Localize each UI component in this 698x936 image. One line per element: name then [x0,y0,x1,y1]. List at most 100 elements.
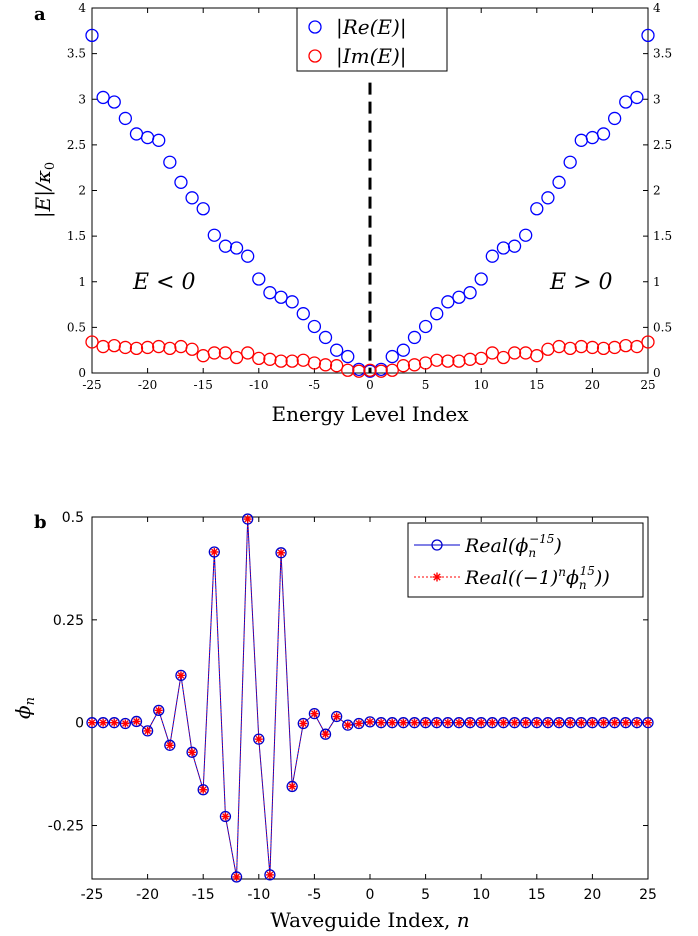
phi-neg-point [119,717,132,730]
y-tick-label: 0 [75,716,84,732]
phi-pos-point [477,718,486,727]
re-point [140,130,155,145]
phi-pos-point [543,718,552,727]
phi-neg-point [508,717,521,729]
phi-pos-point [410,718,419,727]
im-point [241,346,255,360]
phi-neg-point [620,717,632,729]
re-point [552,175,566,189]
im-point [296,353,310,367]
re-point [385,349,399,364]
re-point [530,202,544,216]
phi-pos-point [599,718,608,727]
phi-pos-point [644,718,652,727]
phi-pos-point [99,718,108,727]
re-point [296,307,310,321]
y-tick-label-right: 2.5 [653,138,672,152]
im-point [196,349,210,363]
phi-neg-point [453,717,465,729]
legend-im-marker [308,49,322,63]
phi-neg-point [86,717,98,729]
y-tick-label-right: 4 [653,1,661,15]
phi-neg-point [608,717,621,729]
re-point [318,330,333,345]
im-point [507,346,522,360]
re-point [252,272,266,286]
phi-neg-point [308,707,321,720]
re-point [207,228,221,242]
phi-pos-point [321,730,330,739]
re-point [174,175,188,189]
im-point [85,335,99,349]
phi-neg-point [375,717,387,729]
x-tick-label: 5 [422,378,430,392]
legend-phi-neg-tail: ) [553,535,561,557]
phi-neg-point [464,717,476,729]
y-tick-label-right: 1 [653,275,661,289]
panel-a-x-axis-label: Energy Level Index [271,402,469,426]
x-tick-label: -5 [309,378,321,392]
re-point [441,295,455,309]
phi-pos-point [332,712,341,721]
phi-pos-point [510,718,519,727]
phi-pos-point [110,718,119,727]
re-point [496,241,511,255]
phi-pos-point [466,718,475,727]
y-tick-label-right: 2 [653,184,661,198]
legend-phi-neg-label: Real(ϕn−15) [464,532,562,560]
y-tick-label: 0.25 [53,613,84,629]
phi-pos-point [176,671,185,680]
phi-pos-point [221,812,230,821]
x-tick-label: 15 [529,378,544,392]
phi-pos-point [443,718,452,727]
legend-im-label: |Im(E)| [336,44,407,69]
im-point [396,359,411,373]
phi-neg-point [275,547,287,559]
x-tick-label: 20 [583,887,601,903]
phi-neg-point [386,717,398,729]
x-tick-label: -20 [138,378,157,392]
re-point [507,239,522,253]
im-point [441,354,455,368]
phi-neg-point [108,717,120,729]
im-point [274,354,288,368]
panel-a-y-axis-label: |E|/κ0 [31,162,58,218]
x-tick-label: 5 [421,887,430,903]
im-point [496,350,511,365]
phi-neg-point [242,513,254,525]
y-tick-label-left: 4 [78,1,86,15]
im-point [263,352,277,366]
im-point [552,339,566,354]
y-tick-label-right: 0 [653,366,661,380]
y-tick-label-left: 3 [78,92,86,106]
re-point [596,127,611,141]
re-point [129,127,144,141]
im-point [619,338,633,353]
phi-neg-point [97,717,109,729]
phi-pos-point [377,718,386,727]
x-axis-label-text: Waveguide Index, [270,908,456,932]
legend-phi-neg-sup: −15 [529,532,554,546]
phi-pos-point [132,717,141,726]
phi-neg-point [442,717,454,729]
phi-pos-point [499,718,508,727]
y-axis-label-main: |E|/κ [31,170,56,218]
legend-phi-pos-sup1: n [558,565,566,579]
re-point [118,111,133,126]
panel-b-ticks: -25 -20 -15 -10 -5 0 5 10 15 20 25 -0.25 0 0.25 0.5 [48,510,657,903]
phi-neg-point [497,717,510,729]
x-tick-label: -25 [82,378,101,392]
panel-b-y-axis-label: ϕn [11,697,38,719]
re-point [474,272,488,286]
im-point [374,364,388,378]
phi-pos-point [454,718,463,727]
im-point [519,346,533,360]
im-point [118,340,133,355]
annotation-negative-energy: E < 0 [132,270,195,295]
phi-neg-point [164,739,176,751]
re-point [463,286,477,300]
x-tick-label: 10 [472,887,490,903]
y-tick-label-left: 3.5 [67,47,86,61]
phi-pos-point [366,717,374,726]
phi-neg-point [253,733,265,745]
